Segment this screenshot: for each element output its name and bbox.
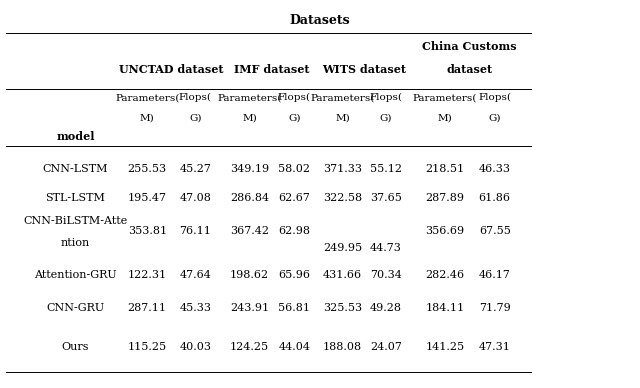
Text: 49.28: 49.28 xyxy=(370,303,402,314)
Text: Parameters(: Parameters( xyxy=(413,93,477,102)
Text: 24.07: 24.07 xyxy=(370,342,402,352)
Text: UNCTAD dataset: UNCTAD dataset xyxy=(119,64,223,74)
Text: CNN-BiLSTM-Atte: CNN-BiLSTM-Atte xyxy=(24,216,127,226)
Text: Flops(: Flops( xyxy=(369,93,403,102)
Text: 62.67: 62.67 xyxy=(278,193,310,203)
Text: Flops(: Flops( xyxy=(478,93,511,102)
Text: G): G) xyxy=(488,113,501,122)
Text: 45.33: 45.33 xyxy=(179,303,211,314)
Text: 58.02: 58.02 xyxy=(278,164,310,174)
Text: 141.25: 141.25 xyxy=(425,342,465,352)
Text: 44.04: 44.04 xyxy=(278,342,310,352)
Text: 371.33: 371.33 xyxy=(323,164,362,174)
Text: 61.86: 61.86 xyxy=(479,193,511,203)
Text: M): M) xyxy=(140,113,155,122)
Text: 71.79: 71.79 xyxy=(479,303,511,314)
Text: 367.42: 367.42 xyxy=(230,226,269,236)
Text: 37.65: 37.65 xyxy=(370,193,402,203)
Text: 188.08: 188.08 xyxy=(323,342,362,352)
Text: M): M) xyxy=(437,113,452,122)
Text: 282.46: 282.46 xyxy=(425,270,465,281)
Text: CNN-LSTM: CNN-LSTM xyxy=(43,164,108,174)
Text: 47.64: 47.64 xyxy=(179,270,211,281)
Text: 249.95: 249.95 xyxy=(323,243,362,253)
Text: M): M) xyxy=(335,113,350,122)
Text: 47.08: 47.08 xyxy=(179,193,211,203)
Text: 287.11: 287.11 xyxy=(128,303,166,314)
Text: G): G) xyxy=(189,113,202,122)
Text: 353.81: 353.81 xyxy=(127,226,167,236)
Text: 356.69: 356.69 xyxy=(425,226,465,236)
Text: Parameters(: Parameters( xyxy=(218,93,282,102)
Text: 45.27: 45.27 xyxy=(179,164,211,174)
Text: 198.62: 198.62 xyxy=(230,270,269,281)
Text: 44.73: 44.73 xyxy=(370,243,402,253)
Text: 56.81: 56.81 xyxy=(278,303,310,314)
Text: 115.25: 115.25 xyxy=(127,342,167,352)
Text: China Customs: China Customs xyxy=(422,41,517,52)
Text: 65.96: 65.96 xyxy=(278,270,310,281)
Text: Parameters(: Parameters( xyxy=(310,93,374,102)
Text: 195.47: 195.47 xyxy=(128,193,166,203)
Text: WITS dataset: WITS dataset xyxy=(322,64,406,74)
Text: 76.11: 76.11 xyxy=(179,226,211,236)
Text: 287.89: 287.89 xyxy=(426,193,464,203)
Text: 67.55: 67.55 xyxy=(479,226,511,236)
Text: 62.98: 62.98 xyxy=(278,226,310,236)
Text: model: model xyxy=(56,131,95,142)
Text: G): G) xyxy=(380,113,392,122)
Text: IMF dataset: IMF dataset xyxy=(234,64,310,74)
Text: STL-LSTM: STL-LSTM xyxy=(45,193,106,203)
Text: Parameters(: Parameters( xyxy=(115,93,179,102)
Text: CNN-GRU: CNN-GRU xyxy=(47,303,104,314)
Text: dataset: dataset xyxy=(447,64,493,74)
Text: 55.12: 55.12 xyxy=(370,164,402,174)
Text: 286.84: 286.84 xyxy=(230,193,269,203)
Text: M): M) xyxy=(242,113,257,122)
Text: 46.17: 46.17 xyxy=(479,270,511,281)
Text: 70.34: 70.34 xyxy=(370,270,402,281)
Text: 40.03: 40.03 xyxy=(179,342,211,352)
Text: 431.66: 431.66 xyxy=(323,270,362,281)
Text: Ours: Ours xyxy=(62,342,89,352)
Text: 322.58: 322.58 xyxy=(323,193,362,203)
Text: 218.51: 218.51 xyxy=(425,164,465,174)
Text: Datasets: Datasets xyxy=(290,14,350,27)
Text: 122.31: 122.31 xyxy=(127,270,167,281)
Text: 46.33: 46.33 xyxy=(479,164,511,174)
Text: ntion: ntion xyxy=(61,237,90,248)
Text: 243.91: 243.91 xyxy=(230,303,269,314)
Text: G): G) xyxy=(288,113,301,122)
Text: Flops(: Flops( xyxy=(179,93,212,102)
Text: 325.53: 325.53 xyxy=(323,303,362,314)
Text: 124.25: 124.25 xyxy=(230,342,269,352)
Text: 349.19: 349.19 xyxy=(230,164,269,174)
Text: Flops(: Flops( xyxy=(278,93,311,102)
Text: Attention-GRU: Attention-GRU xyxy=(34,270,117,281)
Text: 47.31: 47.31 xyxy=(479,342,511,352)
Text: 255.53: 255.53 xyxy=(127,164,167,174)
Text: 184.11: 184.11 xyxy=(425,303,465,314)
